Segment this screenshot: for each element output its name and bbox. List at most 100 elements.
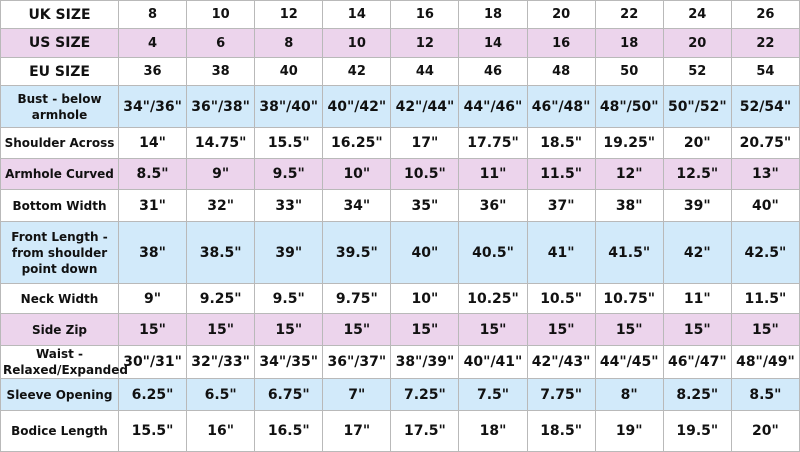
- size-value-cell: 6: [186, 28, 256, 58]
- table-row: Armhole Curved 8.5" 9" 9.5" 10" 10.5" 11" 11.5"…: [0, 158, 800, 190]
- size-value-cell: 41.5": [594, 221, 664, 284]
- size-value-cell: 15.5": [254, 127, 324, 159]
- size-value-cell: 17": [390, 127, 460, 159]
- table-row: UK SIZE 8 10 12 14 16 18 20 22 24 26: [0, 0, 800, 29]
- size-value-cell: 36"/37": [322, 345, 392, 379]
- size-value-cell: 12": [594, 158, 664, 190]
- size-value-cell: 14": [117, 127, 188, 159]
- size-value-cell: 38"/40": [254, 85, 324, 128]
- size-value-cell: 38.5": [186, 221, 256, 284]
- size-value-cell: 18: [594, 28, 664, 58]
- size-value-cell: 34"/35": [254, 345, 324, 379]
- size-value-cell: 7": [322, 378, 392, 411]
- size-value-cell: 13": [730, 158, 800, 190]
- size-value-cell: 18": [458, 410, 528, 452]
- size-value-cell: 37": [526, 189, 596, 222]
- size-value-cell: 16": [186, 410, 256, 452]
- row-label: UK SIZE: [0, 0, 119, 29]
- size-value-cell: 16.25": [322, 127, 392, 159]
- size-value-cell: 9.25": [186, 283, 256, 314]
- size-value-cell: 15": [390, 313, 460, 346]
- size-value-cell: 34"/36": [117, 85, 188, 128]
- size-value-cell: 46"/47": [662, 345, 732, 379]
- size-value-cell: 8.5": [730, 378, 800, 411]
- size-value-cell: 20: [526, 0, 596, 29]
- size-value-cell: 16: [526, 28, 596, 58]
- size-value-cell: 40": [390, 221, 460, 284]
- table-row: Shoulder Across 14" 14.75" 15.5" 16.25" 17" 17…: [0, 127, 800, 159]
- size-value-cell: 54: [730, 57, 800, 86]
- size-value-cell: 46"/48": [526, 85, 596, 128]
- table-row: Side Zip 15" 15" 15" 15" 15" 15" 15" 15" 15" 15": [0, 313, 800, 346]
- row-label: EU SIZE: [0, 57, 119, 86]
- size-value-cell: 52: [662, 57, 732, 86]
- row-label: US SIZE: [0, 28, 119, 58]
- size-value-cell: 19": [594, 410, 664, 452]
- size-value-cell: 34": [322, 189, 392, 222]
- size-value-cell: 11.5": [730, 283, 800, 314]
- table-row: EU SIZE 36 38 40 42 44 46 48 50 52 54: [0, 57, 800, 86]
- size-value-cell: 9": [117, 283, 188, 314]
- size-value-cell: 4: [117, 28, 188, 58]
- row-label: Neck Width: [0, 283, 119, 314]
- size-value-cell: 39": [662, 189, 732, 222]
- size-value-cell: 42.5": [730, 221, 800, 284]
- size-value-cell: 15": [186, 313, 256, 346]
- size-value-cell: 6.25": [117, 378, 188, 411]
- size-value-cell: 12.5": [662, 158, 732, 190]
- table-row: Neck Width 9" 9.25" 9.5" 9.75" 10" 10.25" 10.5"…: [0, 283, 800, 314]
- size-value-cell: 44"/45": [594, 345, 664, 379]
- size-value-cell: 14.75": [186, 127, 256, 159]
- size-value-cell: 11.5": [526, 158, 596, 190]
- size-value-cell: 15": [254, 313, 324, 346]
- size-value-cell: 19.5": [662, 410, 732, 452]
- size-value-cell: 9.5": [254, 158, 324, 190]
- size-value-cell: 7.75": [526, 378, 596, 411]
- size-value-cell: 26: [730, 0, 800, 29]
- size-value-cell: 18.5": [526, 410, 596, 452]
- size-value-cell: 10": [322, 158, 392, 190]
- size-value-cell: 6.5": [186, 378, 256, 411]
- size-value-cell: 44"/46": [458, 85, 528, 128]
- row-label: Front Length - from shoulder point down: [0, 221, 119, 284]
- size-value-cell: 50: [594, 57, 664, 86]
- size-value-cell: 22: [594, 0, 664, 29]
- size-value-cell: 7.5": [458, 378, 528, 411]
- size-value-cell: 52/54": [730, 85, 800, 128]
- size-value-cell: 9.75": [322, 283, 392, 314]
- size-value-cell: 10: [186, 0, 256, 29]
- size-value-cell: 33": [254, 189, 324, 222]
- size-value-cell: 9": [186, 158, 256, 190]
- size-value-cell: 8: [254, 28, 324, 58]
- size-value-cell: 20.75": [730, 127, 800, 159]
- size-value-cell: 20": [730, 410, 800, 452]
- size-value-cell: 17.75": [458, 127, 528, 159]
- size-value-cell: 8.25": [662, 378, 732, 411]
- size-value-cell: 10.5": [390, 158, 460, 190]
- size-value-cell: 10": [390, 283, 460, 314]
- size-value-cell: 15": [662, 313, 732, 346]
- size-value-cell: 35": [390, 189, 460, 222]
- size-value-cell: 14: [322, 0, 392, 29]
- size-value-cell: 8": [594, 378, 664, 411]
- size-value-cell: 40": [730, 189, 800, 222]
- size-value-cell: 42"/44": [390, 85, 460, 128]
- size-value-cell: 14: [458, 28, 528, 58]
- size-value-cell: 42"/43": [526, 345, 596, 379]
- size-value-cell: 15.5": [117, 410, 188, 452]
- size-value-cell: 18.5": [526, 127, 596, 159]
- size-value-cell: 16.5": [254, 410, 324, 452]
- table-row: Bodice Length 15.5" 16" 16.5" 17" 17.5" 18" 18.…: [0, 410, 800, 452]
- row-label: Bust - below armhole: [0, 85, 119, 128]
- table-row: US SIZE 4 6 8 10 12 14 16 18 20 22: [0, 28, 800, 58]
- size-value-cell: 39.5": [322, 221, 392, 284]
- row-label: Waist - Relaxed/Expanded: [0, 345, 128, 379]
- size-value-cell: 18: [458, 0, 528, 29]
- table-row: Waist - Relaxed/Expanded 30"/31" 32"/33" 34…: [0, 345, 800, 379]
- size-value-cell: 10: [322, 28, 392, 58]
- size-value-cell: 40"/41": [458, 345, 528, 379]
- size-value-cell: 36"/38": [186, 85, 256, 128]
- row-label: Shoulder Across: [0, 127, 119, 159]
- size-value-cell: 15": [322, 313, 392, 346]
